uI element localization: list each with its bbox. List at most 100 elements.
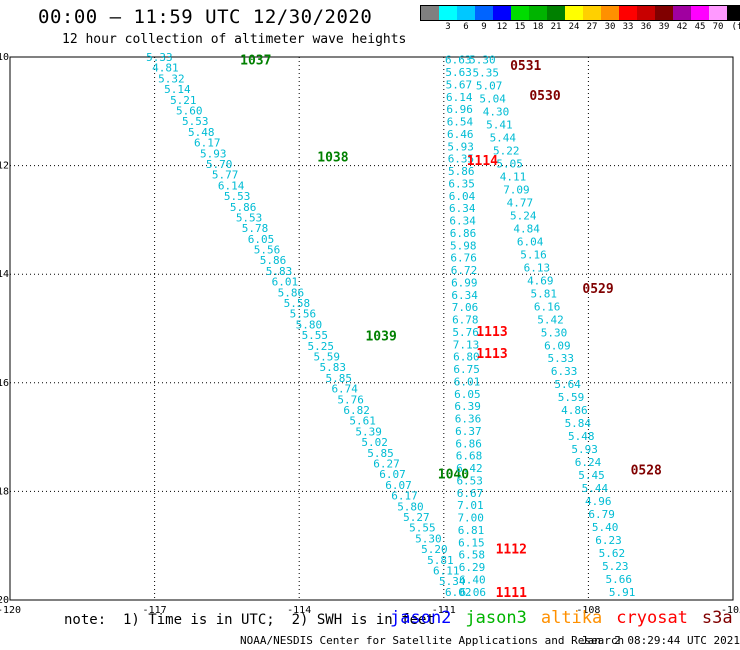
wave-height-value: 6.53	[456, 474, 483, 487]
legend-swatch	[511, 6, 529, 20]
wave-height-value: 5.98	[450, 239, 477, 252]
time-label: 1113	[476, 347, 507, 362]
wave-height-value: 4.69	[527, 274, 554, 287]
legend-swatch	[655, 6, 673, 20]
x-tick-label: -108	[576, 605, 600, 616]
wave-height-value: 6.42	[456, 462, 483, 475]
legend-bin-label: 15	[514, 22, 526, 32]
x-tick-label: -120	[0, 605, 21, 616]
legend-bin-label: 39	[658, 22, 670, 32]
wave-height-value: 5.04	[479, 93, 506, 106]
wave-height-value: 6.13	[524, 261, 551, 274]
satellite-label: cryosat	[616, 608, 688, 628]
legend-bin-label: 30	[604, 22, 616, 32]
wave-height-value: 7.00	[457, 512, 484, 525]
legend-swatch	[727, 6, 740, 20]
legend-swatch	[547, 6, 565, 20]
satellite-label: altika	[540, 608, 603, 628]
wave-height-value: 5.81	[427, 554, 454, 567]
satellite-label: jason3	[465, 608, 527, 628]
legend-swatch	[619, 6, 637, 20]
wave-height-value: 5.39	[355, 425, 382, 438]
wave-height-value: 6.67	[457, 487, 484, 500]
y-tick-label: -18	[0, 486, 9, 497]
wave-height-value: 6.09	[544, 339, 571, 352]
footer-credit: NOAA/NESDIS Center for Satellite Applica…	[240, 634, 625, 647]
wave-height-value: 5.23	[602, 560, 629, 573]
wave-height-value: 5.61	[349, 415, 376, 428]
wave-height-value: 6.04	[449, 190, 476, 203]
wave-height-value: 6.14	[218, 179, 245, 192]
wave-height-value: 5.85	[367, 447, 394, 460]
legend-bin-label: 36	[640, 22, 652, 32]
wave-height-value: 5.30	[415, 532, 442, 545]
wave-height-value: 5.53	[224, 190, 251, 203]
wave-height-value: 5.78	[242, 222, 269, 235]
wave-height-value: 6.05	[248, 233, 275, 246]
wave-height-value: 5.77	[212, 169, 239, 182]
legend-bin-label: 3	[445, 22, 451, 32]
wave-height-value: 6.99	[451, 276, 478, 289]
x-tick-label: -111	[432, 605, 456, 616]
x-tick-label: -105	[721, 605, 740, 616]
wave-height-value: 7.01	[457, 499, 484, 512]
wave-height-value: 5.44	[582, 482, 609, 495]
legend-swatch	[565, 6, 583, 20]
legend-bin-label: 9	[481, 22, 487, 32]
wave-height-value: 5.80	[296, 318, 323, 331]
legend-swatch	[673, 6, 691, 20]
time-label: 1114	[467, 154, 498, 169]
legend-swatch	[493, 6, 511, 20]
legend-bin-label: 45	[694, 22, 706, 32]
wave-height-value: 6.02	[445, 586, 472, 599]
y-tick-label: -12	[0, 161, 9, 172]
time-label: 1039	[365, 330, 396, 345]
wave-height-value: 5.86	[260, 254, 287, 267]
wave-height-value: 6.34	[449, 215, 476, 228]
time-label: 1040	[438, 467, 469, 482]
wave-height-value: 6.34	[449, 202, 476, 215]
wave-height-value: 5.33	[146, 51, 173, 64]
wave-height-value: 6.11	[433, 564, 460, 577]
wave-height-value: 5.86	[448, 165, 475, 178]
wave-height-value: 5.93	[200, 147, 227, 160]
wave-height-value: 5.58	[284, 297, 311, 310]
wave-height-value: 6.14	[446, 91, 473, 104]
wave-height-value: 6.86	[450, 227, 477, 240]
wave-height-value: 6.80	[453, 351, 480, 364]
wave-height-value: 5.53	[236, 211, 263, 224]
wave-height-value: 5.33	[548, 352, 575, 365]
time-label: 0529	[582, 282, 613, 297]
page-title: 00:00 – 11:59 UTC 12/30/2020	[38, 6, 373, 28]
legend-swatch	[439, 6, 457, 20]
wave-height-value: 5.02	[361, 436, 388, 449]
wave-height-value: 6.37	[455, 425, 482, 438]
wave-height-value: 5.48	[188, 126, 215, 139]
wave-height-value: 5.30	[541, 326, 568, 339]
legend-bin-label: 24	[568, 22, 580, 32]
wave-height-value: 5.76	[337, 393, 364, 406]
wave-height-value: 5.20	[421, 543, 448, 556]
wave-height-value: 6.75	[453, 363, 480, 376]
wave-height-value: 5.93	[571, 443, 598, 456]
legend-bin-label: 33	[622, 22, 634, 32]
legend-unit-label: (ft.)	[731, 22, 740, 32]
wave-height-value: 6.17	[194, 137, 221, 150]
wave-height-value: 5.35	[473, 67, 500, 80]
wave-height-value: 4.84	[513, 222, 540, 235]
wave-height-value: 5.84	[565, 417, 592, 430]
wave-height-value: 6.79	[588, 508, 615, 521]
legend-swatch	[583, 6, 601, 20]
wave-height-value: 5.30	[469, 54, 496, 67]
wave-height-value: 5.48	[568, 430, 595, 443]
wave-height-value: 5.66	[605, 573, 632, 586]
wave-height-value: 6.39	[454, 400, 481, 413]
satellite-label: s3a	[701, 608, 733, 628]
wave-height-value: 6.72	[451, 264, 478, 277]
footer-note: note: 1) Time is in UTC; 2) SWH is in fe…	[64, 612, 435, 628]
wave-height-value: 5.27	[403, 511, 430, 524]
wave-height-value: 5.56	[254, 244, 281, 257]
y-tick-label: -10	[0, 52, 9, 63]
wave-height-value: 4.96	[585, 495, 612, 508]
